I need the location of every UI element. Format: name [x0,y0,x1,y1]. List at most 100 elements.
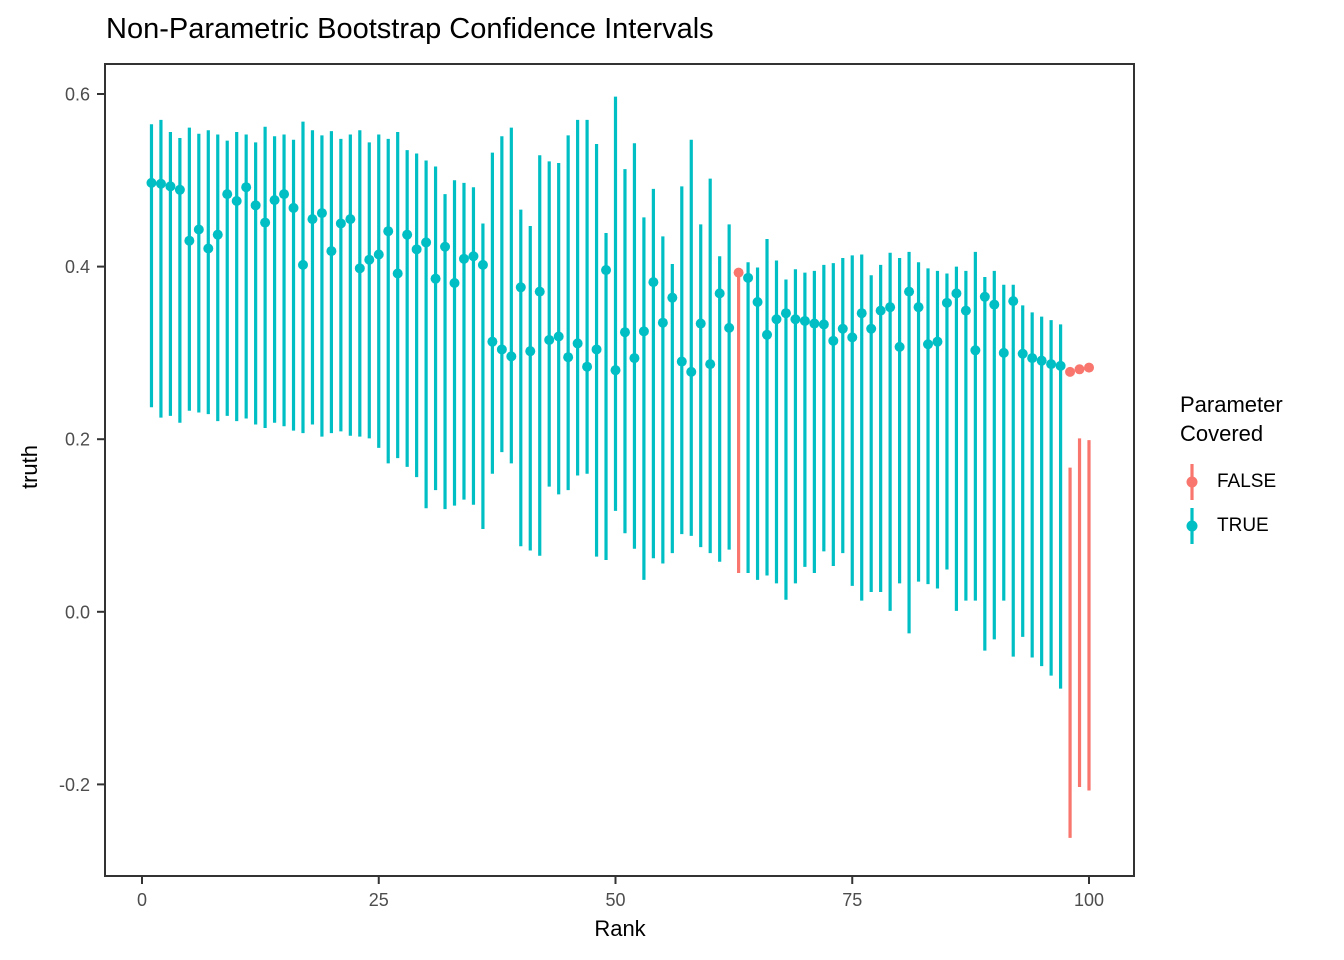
estimate-point [1036,355,1047,366]
estimate-point [572,338,583,349]
x-tick-label: 25 [369,890,389,910]
estimate-point [449,277,460,288]
estimate-point [184,235,195,246]
estimate-point [809,318,820,329]
estimate-point [316,208,327,219]
estimate-point [591,344,602,355]
axes-layer: 0.6 0.4 0.2 0.0 -0.2 0 25 50 75 100 [59,63,1135,910]
estimate-point [458,253,469,264]
estimate-point [250,200,261,211]
x-tick-label: 75 [842,890,862,910]
y-tick-label: 0.0 [65,602,90,622]
estimate-point [279,189,290,200]
estimate-point [875,305,886,316]
estimate-point [714,288,725,299]
x-tick-label: 0 [137,890,147,910]
estimate-point [373,249,384,260]
estimate-point [241,182,252,193]
estimate-point [146,177,157,188]
estimate-point [828,335,839,346]
estimate-point [155,178,166,189]
y-axis-title: truth [17,444,42,490]
estimate-point [477,259,488,270]
estimate-point [392,268,403,279]
pointrange-glyph-true [1186,508,1198,544]
legend-point-true [1186,520,1198,532]
estimate-point [288,202,299,213]
estimate-point [496,344,507,355]
estimate-point [222,189,233,200]
estimate-point [998,347,1009,358]
x-axis-title: Rank [594,916,646,941]
estimate-point [193,224,204,235]
estimate-point [866,323,877,334]
estimate-point [1046,359,1057,370]
estimate-point [667,292,678,303]
estimate-point [506,351,517,362]
estimate-point [923,339,934,350]
estimate-point [421,237,432,248]
chart-title: Non-Parametric Bootstrap Confidence Inte… [106,13,714,45]
estimate-point [1017,348,1028,359]
estimate-point [345,214,356,225]
estimate-point [601,265,612,276]
y-tick-label: 0.4 [65,257,90,277]
estimate-point [487,336,498,347]
estimate-point [790,314,801,325]
estimate-point [762,329,773,340]
estimate-point [799,315,810,326]
estimate-point [856,308,867,319]
estimate-point [402,229,413,240]
estimate-point [657,317,668,328]
legend-item-false: FALSE [1180,460,1330,504]
estimate-point [818,319,829,330]
estimate-point [411,244,422,255]
estimate-point [544,334,555,345]
estimate-point [534,286,545,297]
estimate-point [837,323,848,334]
legend-point-false [1186,476,1198,488]
pointrange-glyph-false [1186,464,1198,500]
legend-items: FALSE TRUE [1180,460,1330,548]
estimate-point [780,308,791,319]
estimate-point [619,327,630,338]
estimate-point [203,243,214,254]
estimate-point [231,196,242,207]
legend: Parameter Covered FALSE TRUE [1180,390,1330,548]
estimate-point [724,322,735,333]
estimate-point [638,326,649,337]
estimate-point [743,272,754,283]
y-tick-label: -0.2 [59,775,90,795]
legend-label-true: TRUE [1217,515,1269,536]
estimate-point [847,332,858,343]
estimate-point [297,259,308,270]
estimate-point [771,314,782,325]
estimate-point [1084,362,1094,373]
estimate-point [326,246,337,257]
estimate-point [989,299,1000,310]
estimate-point [733,267,744,278]
legend-label-false: FALSE [1217,471,1277,492]
estimate-point [582,361,593,372]
estimate-point [525,346,536,357]
estimate-point [335,218,346,229]
x-tick-label: 50 [605,890,625,910]
estimate-point [1065,366,1076,377]
estimate-point [610,365,621,376]
estimate-point [970,345,981,356]
x-tick-label: 100 [1074,890,1104,910]
estimate-point [695,318,706,329]
estimate-point [430,273,441,284]
estimate-point [676,356,687,367]
estimate-point [440,241,451,252]
y-tick-label: 0.6 [65,85,90,105]
estimate-point [553,331,564,342]
estimate-point [1027,353,1038,364]
estimate-point [885,302,896,313]
estimate-point [686,366,697,377]
estimate-point [515,282,526,293]
y-tick-label: 0.2 [65,430,90,450]
estimate-point [705,359,716,370]
